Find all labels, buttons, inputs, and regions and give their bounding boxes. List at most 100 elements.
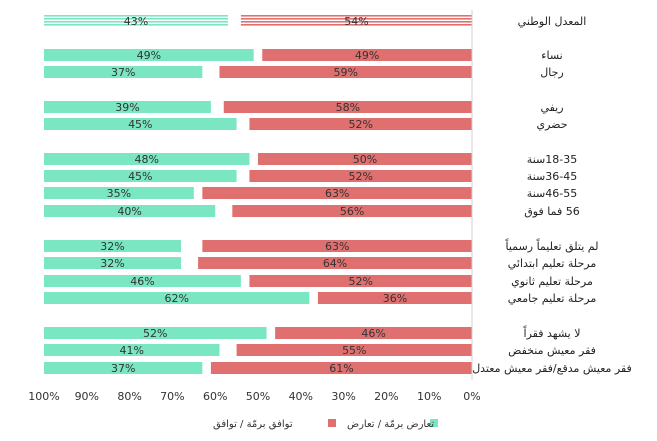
x-tick-label-6: 40% [289,390,313,403]
data-label-disagree-g3-r3: 40% [117,205,141,218]
x-tick-label-10: 0% [463,390,480,403]
category-label-g1-r1: رجال [540,66,563,79]
category-label-g5-r2: فقر معيش مدقع/فقر معيش معتدل [472,362,632,375]
bar-disagree-g4-r2 [44,275,241,287]
data-label-agree-g3-r2: 63% [325,187,349,200]
x-tick-label-8: 20% [374,390,398,403]
bar-agree-g3-r3 [232,205,472,217]
bar-disagree-g1-r1 [44,66,203,78]
category-label-g4-r0: لم يتلق تعليماً رسمياً [505,238,598,254]
bar-agree-g5-r0 [275,327,472,339]
data-label-agree-g1-r0: 49% [355,49,379,62]
x-tick-label-3: 70% [160,390,184,403]
data-label-agree-g4-r0: 63% [325,240,349,253]
category-label-g3-r2: 46-55سنة [527,187,577,200]
bar-agree-g3-r0 [258,153,472,165]
category-label-g4-r2: مرحلة تعليم ثانوي [511,275,593,288]
x-tick-label-2: 80% [117,390,141,403]
data-label-disagree-g0-r0: 43% [124,15,148,28]
data-label-agree-g3-r1: 52% [348,170,372,183]
data-label-disagree-g1-r0: 49% [137,49,161,62]
bar-agree-g5-r1 [236,344,472,356]
category-label-g3-r0: 18-35سنة [527,153,577,166]
bar-agree-g3-r2 [202,187,473,199]
data-label-disagree-g5-r2: 37% [111,362,135,375]
x-tick-label-4: 60% [203,390,227,403]
bar-disagree-g4-r1 [44,257,181,269]
bar-disagree-g0-r0 [44,15,229,27]
category-label-g5-r0: لا يشهد فقراً [523,325,580,340]
x-tick-label-1: 90% [75,390,99,403]
bar-disagree-g2-r1 [44,118,237,130]
data-label-disagree-g3-r1: 45% [128,170,152,183]
bars-layer: 43% 54%49% 49%37% 59%39% 58%45% 52%48% 50%45% 5… [44,15,473,375]
x-axis: 100% 90% 80% 70% 60% 50% 40% 30% 20% 10% 0% [28,10,481,403]
data-label-disagree-g3-r2: 35% [107,187,131,200]
category-label-g2-r0: ريفي [540,101,563,114]
bar-disagree-g3-r1 [44,170,237,182]
x-tick-label-5: 50% [246,390,270,403]
data-label-agree-g3-r3: 56% [340,205,364,218]
data-label-agree-g5-r1: 55% [342,344,366,357]
bar-disagree-g3-r2 [44,187,194,199]
bar-disagree-g3-r0 [44,153,250,165]
bar-agree-g1-r1 [219,66,472,78]
data-label-disagree-g1-r1: 37% [111,66,135,79]
data-label-disagree-g5-r1: 41% [120,344,144,357]
x-tick-label-7: 30% [331,390,355,403]
bar-agree-g4-r1 [198,257,472,269]
category-labels: المعدل الوطني نساء رجال ريفي حضري 18-35سنة 36-… [472,15,632,375]
bar-agree-g3-r1 [249,170,472,182]
bar-agree-g2-r1 [249,118,472,130]
bar-disagree-g5-r1 [44,344,220,356]
category-label-g3-r3: 56 فما فوق [524,205,579,218]
data-label-disagree-g4-r1: 32% [100,257,124,270]
x-tick-label-0: 100% [28,390,59,403]
data-label-agree-g5-r2: 61% [329,362,353,375]
bar-agree-g5-r2 [210,362,473,374]
legend: تعارض برمّة / تعارض توافق برمّة / توافق [213,419,438,430]
bar-agree-g4-r2 [249,275,472,287]
bar-disagree-g5-r2 [44,362,203,374]
category-label-g3-r1: 36-45سنة [527,170,577,183]
data-label-agree-g4-r1: 64% [323,257,347,270]
category-label-g5-r1: فقر معيش منخفض [508,344,596,357]
bar-agree-g1-r0 [262,49,472,61]
bar-disagree-g2-r0 [44,101,211,113]
category-label-g1-r0: نساء [541,49,562,62]
data-label-disagree-g4-r0: 32% [100,240,124,253]
data-label-disagree-g4-r3: 62% [164,292,188,305]
data-label-agree-g2-r0: 58% [336,101,360,114]
legend-swatch-agree [328,419,336,427]
bar-disagree-g4-r3 [44,292,310,304]
bar-agree-g4-r0 [202,240,473,252]
data-label-disagree-g5-r0: 52% [143,327,167,340]
bar-disagree-g3-r3 [44,205,216,217]
bar-disagree-g1-r0 [44,49,254,61]
category-label-g4-r3: مرحلة تعليم جامعي [508,292,597,305]
data-label-agree-g4-r2: 52% [348,275,372,288]
bar-agree-g4-r3 [317,292,472,304]
bar-agree-g2-r0 [223,101,472,113]
bar-agree-g0-r0 [240,15,472,27]
bar-disagree-g4-r0 [44,240,181,252]
data-label-disagree-g4-r2: 46% [130,275,154,288]
legend-swatch-disagree [430,419,438,427]
data-label-agree-g5-r0: 46% [361,327,385,340]
data-label-agree-g3-r0: 50% [353,153,377,166]
data-label-agree-g2-r1: 52% [348,118,372,131]
x-tick-label-9: 10% [417,390,441,403]
category-label-g4-r1: مرحلة تعليم ابتدائي [508,257,597,270]
legend-label-disagree: تعارض برمّة / تعارض [347,419,434,430]
data-label-disagree-g2-r1: 45% [128,118,152,131]
legend-label-agree: توافق برمّة / توافق [213,419,293,430]
data-label-disagree-g3-r0: 48% [134,153,158,166]
category-label-g0-r0: المعدل الوطني [518,15,587,28]
category-label-g2-r1: حضري [536,118,567,131]
data-label-agree-g1-r1: 59% [334,66,358,79]
bar-disagree-g5-r0 [44,327,267,339]
data-label-agree-g0-r0: 54% [344,15,368,28]
data-label-disagree-g2-r0: 39% [115,101,139,114]
data-label-agree-g4-r3: 36% [383,292,407,305]
